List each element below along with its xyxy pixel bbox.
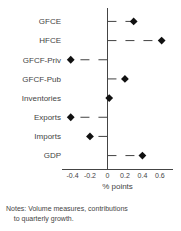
svg-text:HFCE: HFCE bbox=[39, 36, 61, 45]
svg-text:-0.4: -0.4 bbox=[66, 172, 78, 179]
svg-text:GFCE: GFCE bbox=[39, 17, 61, 26]
svg-text:Notes: Volume measures, contri: Notes: Volume measures, contributions bbox=[6, 205, 128, 212]
svg-text:0.4: 0.4 bbox=[138, 172, 148, 179]
svg-text:% points: % points bbox=[102, 182, 133, 191]
svg-text:-0.2: -0.2 bbox=[84, 172, 96, 179]
svg-text:Imports: Imports bbox=[34, 132, 61, 141]
svg-text:0.2: 0.2 bbox=[120, 172, 130, 179]
svg-text:0: 0 bbox=[105, 172, 109, 179]
svg-text:GFCF-Priv: GFCF-Priv bbox=[23, 56, 61, 65]
svg-text:to quarterly growth.: to quarterly growth. bbox=[6, 215, 74, 223]
svg-text:Exports: Exports bbox=[34, 113, 61, 122]
svg-text:GDP: GDP bbox=[44, 151, 61, 160]
svg-text:GFCF-Pub: GFCF-Pub bbox=[22, 75, 61, 84]
svg-text:Inventories: Inventories bbox=[22, 94, 61, 103]
svg-text:0.6: 0.6 bbox=[155, 172, 165, 179]
